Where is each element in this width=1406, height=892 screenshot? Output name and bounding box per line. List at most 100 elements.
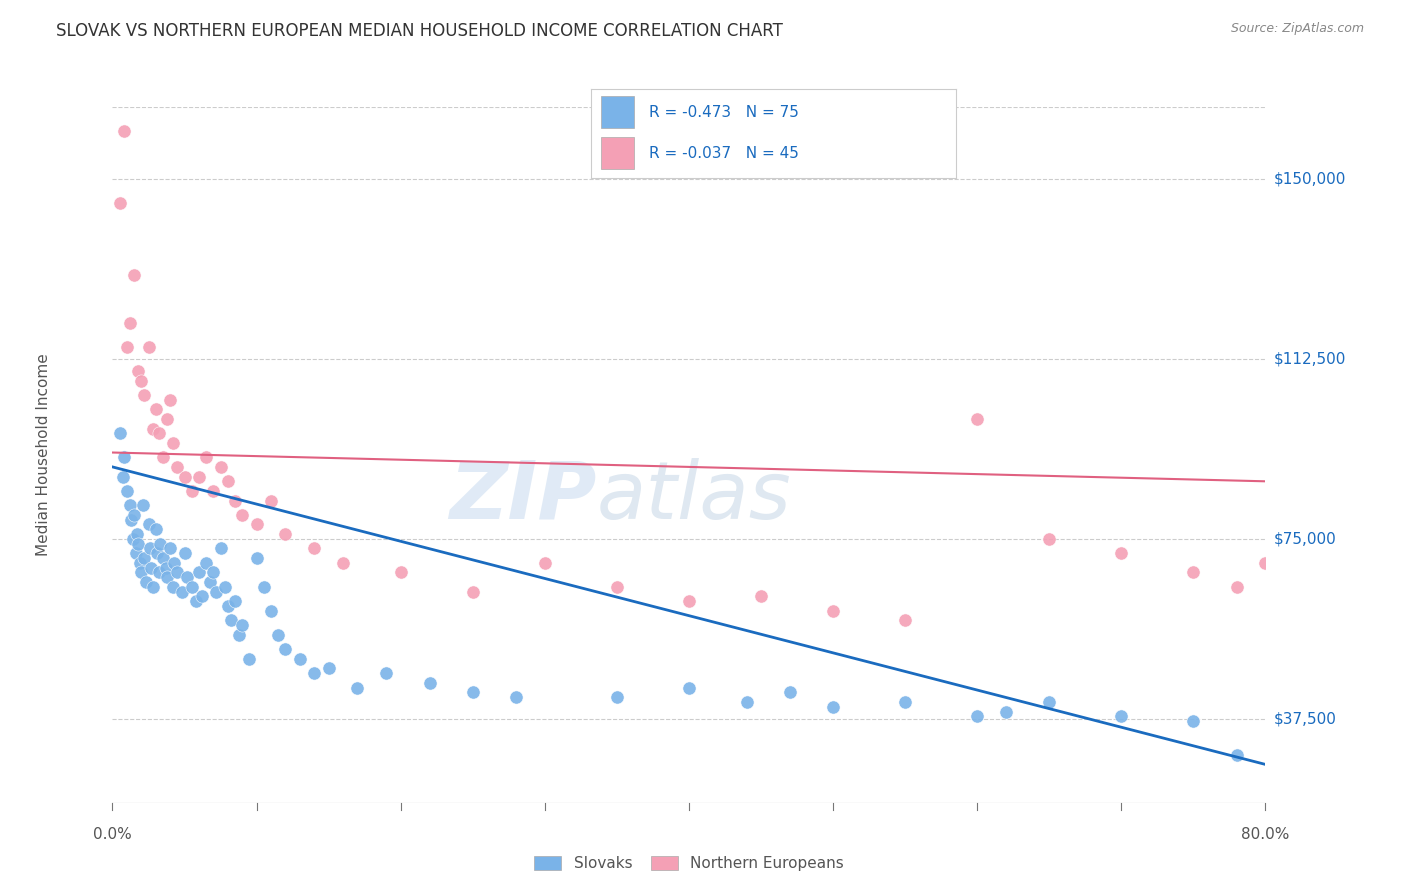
- Point: [966, 709, 988, 723]
- Point: [219, 614, 242, 628]
- Text: R = -0.473   N = 75: R = -0.473 N = 75: [650, 105, 799, 120]
- Point: [108, 196, 131, 211]
- Text: atlas: atlas: [596, 458, 792, 536]
- Point: [112, 450, 135, 465]
- Point: [122, 508, 145, 522]
- Point: [166, 459, 188, 474]
- Point: [152, 551, 174, 566]
- Point: [163, 556, 186, 570]
- Point: [260, 493, 283, 508]
- Point: [209, 459, 232, 474]
- Point: [231, 508, 253, 522]
- Legend: Slovaks, Northern Europeans: Slovaks, Northern Europeans: [526, 848, 852, 879]
- Point: [1038, 695, 1060, 709]
- Point: [260, 604, 283, 618]
- Point: [606, 690, 628, 705]
- Point: [1182, 714, 1205, 729]
- Point: [138, 340, 160, 354]
- Point: [995, 705, 1018, 719]
- Point: [195, 450, 218, 465]
- Point: [217, 475, 239, 489]
- Point: [749, 590, 772, 604]
- Point: [135, 575, 157, 590]
- Point: [389, 566, 412, 580]
- Point: [238, 652, 260, 666]
- Point: [461, 685, 484, 699]
- Point: [180, 483, 202, 498]
- Point: [228, 628, 250, 642]
- Point: [1111, 709, 1133, 723]
- Point: [122, 268, 145, 282]
- Point: [253, 580, 276, 594]
- Point: [274, 642, 297, 657]
- Point: [274, 527, 297, 541]
- Point: [132, 498, 155, 512]
- Point: [205, 584, 228, 599]
- Point: [115, 483, 138, 498]
- Point: [505, 690, 527, 705]
- Point: [318, 661, 340, 675]
- Point: [191, 590, 214, 604]
- Point: [184, 594, 207, 608]
- Text: 80.0%: 80.0%: [1241, 827, 1289, 842]
- Text: $37,500: $37,500: [1274, 711, 1337, 726]
- Point: [606, 580, 628, 594]
- Point: [162, 580, 184, 594]
- Point: [1038, 532, 1060, 546]
- Text: 0.0%: 0.0%: [93, 827, 132, 842]
- Point: [138, 517, 160, 532]
- Point: [267, 628, 290, 642]
- Point: [129, 374, 153, 388]
- Point: [156, 412, 179, 426]
- Point: [375, 666, 398, 681]
- Point: [288, 652, 311, 666]
- Text: Median Household Income: Median Household Income: [35, 353, 51, 557]
- Point: [678, 594, 700, 608]
- Point: [148, 566, 170, 580]
- Point: [139, 541, 162, 556]
- Point: [145, 402, 167, 417]
- Point: [304, 666, 326, 681]
- Point: [156, 570, 179, 584]
- Point: [162, 436, 184, 450]
- Point: [120, 513, 142, 527]
- Point: [461, 584, 484, 599]
- Point: [346, 681, 368, 695]
- Point: [127, 364, 149, 378]
- Point: [142, 421, 165, 435]
- Point: [678, 681, 700, 695]
- FancyBboxPatch shape: [602, 96, 634, 128]
- Point: [195, 556, 218, 570]
- Text: R = -0.037   N = 45: R = -0.037 N = 45: [650, 146, 799, 161]
- Point: [245, 517, 267, 532]
- Point: [1254, 556, 1277, 570]
- Text: Source: ZipAtlas.com: Source: ZipAtlas.com: [1230, 22, 1364, 36]
- Point: [134, 551, 156, 566]
- Point: [127, 537, 149, 551]
- Point: [894, 695, 917, 709]
- Point: [115, 340, 138, 354]
- Point: [111, 469, 134, 483]
- Point: [159, 541, 181, 556]
- Point: [152, 450, 174, 465]
- Point: [180, 580, 202, 594]
- Point: [304, 541, 326, 556]
- Point: [332, 556, 354, 570]
- Point: [1182, 566, 1205, 580]
- Point: [779, 685, 801, 699]
- Point: [170, 584, 193, 599]
- Point: [202, 483, 225, 498]
- Point: [128, 556, 150, 570]
- Text: ZIP: ZIP: [450, 458, 596, 536]
- Point: [155, 560, 177, 574]
- Point: [112, 124, 135, 138]
- Point: [173, 469, 195, 483]
- Point: [129, 566, 153, 580]
- Point: [821, 604, 844, 618]
- Point: [419, 676, 441, 690]
- Point: [217, 599, 239, 613]
- Point: [533, 556, 555, 570]
- Point: [142, 580, 165, 594]
- FancyBboxPatch shape: [602, 137, 634, 169]
- Point: [224, 493, 246, 508]
